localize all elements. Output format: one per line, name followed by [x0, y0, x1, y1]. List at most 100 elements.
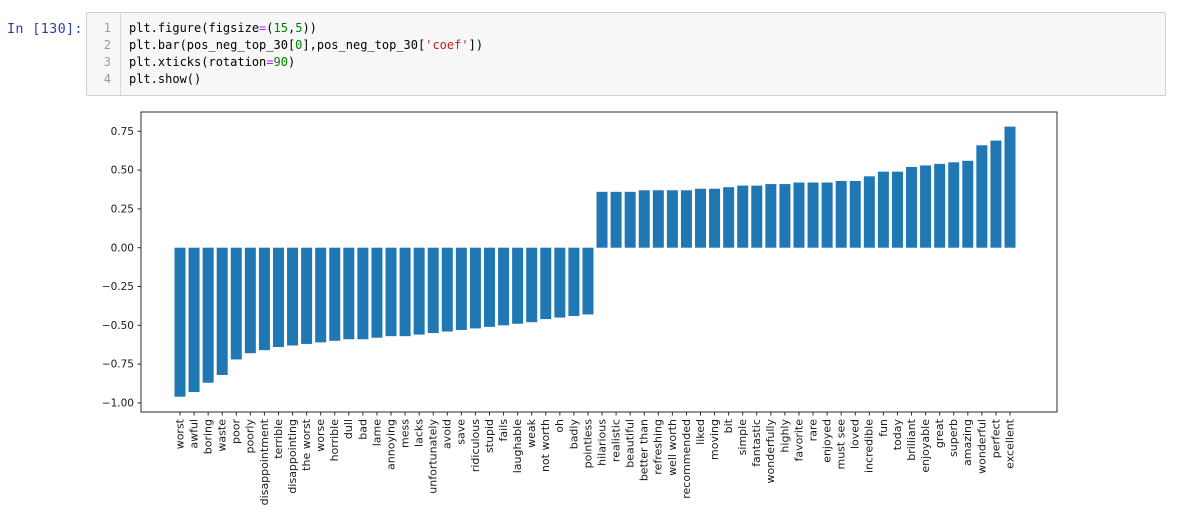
- bar: [821, 182, 833, 248]
- bar: [483, 247, 495, 327]
- x-tick-label: disappointing: [286, 419, 299, 494]
- x-tick-label: laughable: [511, 419, 524, 474]
- line-number: 3: [103, 55, 111, 69]
- x-tick-label: worst: [173, 418, 186, 449]
- line-number-gutter: 1 2 3 4: [87, 13, 121, 95]
- bar: [793, 182, 805, 248]
- y-tick-label: 0.75: [111, 126, 134, 138]
- x-tick-label: brilliant: [905, 418, 918, 460]
- bar: [1004, 126, 1016, 248]
- code-token-num: 15: [273, 21, 288, 35]
- x-tick-label: fun: [877, 419, 890, 437]
- bar: [695, 188, 707, 248]
- x-tick-label: lacks: [413, 419, 426, 447]
- x-tick-label: loved: [849, 419, 862, 449]
- x-tick-label: boring: [202, 419, 215, 454]
- x-tick-label: simple: [736, 419, 749, 456]
- x-tick-label: poorly: [244, 419, 257, 454]
- bar: [849, 180, 861, 248]
- x-tick-label: enjoyed: [821, 419, 834, 463]
- x-tick-label: highly: [778, 419, 791, 453]
- bar: [413, 247, 425, 335]
- y-tick-label: −0.25: [102, 281, 134, 293]
- x-tick-label: moving: [708, 419, 721, 460]
- y-tick-label: 0.50: [111, 165, 134, 177]
- bar: [906, 167, 918, 248]
- y-tick-label: −1.00: [102, 398, 134, 410]
- line-number: 4: [103, 72, 111, 86]
- bar: [582, 247, 594, 315]
- x-tick-label: realistic: [610, 419, 623, 462]
- bar: [765, 184, 777, 248]
- x-tick-label: recommended: [680, 419, 693, 499]
- bar: [540, 247, 552, 320]
- x-tick-label: bad: [356, 419, 369, 440]
- code-token-num: 5: [295, 21, 303, 35]
- x-tick-label: lame: [370, 419, 383, 447]
- x-tick-label: save: [455, 419, 468, 445]
- bar: [877, 171, 889, 248]
- code-line: plt.bar(pos_neg_top_30[0],pos_neg_top_30…: [129, 37, 1161, 54]
- code-cell[interactable]: 1 2 3 4 plt.figure(figsize=(15,5)) plt.bar(p…: [86, 12, 1166, 96]
- x-tick-label: dull: [342, 419, 355, 439]
- x-tick-label: not worth: [539, 419, 552, 472]
- x-tick-label: hilarious: [595, 419, 608, 466]
- bar: [287, 247, 299, 346]
- bar: [610, 191, 622, 248]
- x-tick-label: refreshing: [652, 419, 665, 475]
- x-tick-label: enjoyable: [919, 419, 932, 473]
- code-token-plain: ): [287, 55, 296, 69]
- bar: [723, 187, 735, 248]
- bar: [962, 160, 974, 248]
- x-tick-label: ridiculous: [469, 419, 482, 472]
- bar: [891, 171, 903, 248]
- bar: [357, 247, 369, 340]
- code-token-plain: ],pos_neg_top_30[: [302, 38, 426, 52]
- code-token-plain: (: [266, 21, 274, 35]
- code-line: plt.figure(figsize=(15,5)): [129, 20, 1161, 37]
- bar: [301, 247, 313, 344]
- bar: [441, 247, 453, 332]
- x-tick-label: today: [891, 419, 904, 451]
- x-tick-label: bit: [722, 418, 735, 433]
- x-tick-label: wonderfully: [764, 419, 777, 484]
- code-token-plain: plt.figure(figsize: [129, 21, 260, 35]
- x-tick-label: excellent: [1003, 418, 1016, 469]
- bar: [596, 191, 608, 248]
- cell-input-prompt: In [130]:: [7, 21, 83, 37]
- bar: [343, 247, 355, 340]
- bar: [737, 185, 749, 248]
- x-tick-label: terrible: [272, 419, 285, 459]
- bar: [554, 247, 566, 318]
- code-token-op: =: [266, 55, 274, 69]
- bar: [934, 163, 946, 248]
- bar: [385, 247, 397, 337]
- bar: [526, 247, 538, 323]
- x-tick-label: incredible: [863, 419, 876, 473]
- bar: [624, 191, 636, 248]
- bar: [469, 247, 481, 329]
- x-tick-label: rare: [806, 419, 819, 442]
- bar: [498, 247, 510, 326]
- bar: [807, 182, 819, 248]
- bar: [174, 247, 186, 397]
- x-tick-label: better than: [638, 419, 651, 481]
- x-tick-label: fails: [497, 419, 510, 442]
- bar: [244, 247, 256, 354]
- bar: [399, 247, 411, 337]
- x-tick-label: waste: [216, 419, 229, 452]
- line-number: 1: [103, 21, 111, 35]
- code-lines[interactable]: plt.figure(figsize=(15,5)) plt.bar(pos_ne…: [121, 13, 1165, 95]
- bar: [990, 140, 1002, 248]
- line-number: 2: [103, 38, 111, 52]
- code-line: plt.xticks(rotation=90): [129, 54, 1161, 71]
- code-line: plt.show(): [129, 71, 1161, 88]
- x-tick-label: horrible: [328, 419, 341, 462]
- x-tick-label: unfortunately: [427, 419, 440, 494]
- bar: [666, 190, 678, 248]
- code-token-plain: ,: [287, 21, 296, 35]
- bar: [202, 247, 214, 383]
- x-tick-label: pointless: [581, 419, 594, 469]
- x-tick-label: awful: [187, 419, 200, 449]
- matplotlib-figure: 0.75 0.50 0.25 0.00 −0.25 −0.50 −0.75 −1.00 wors…: [102, 111, 1058, 505]
